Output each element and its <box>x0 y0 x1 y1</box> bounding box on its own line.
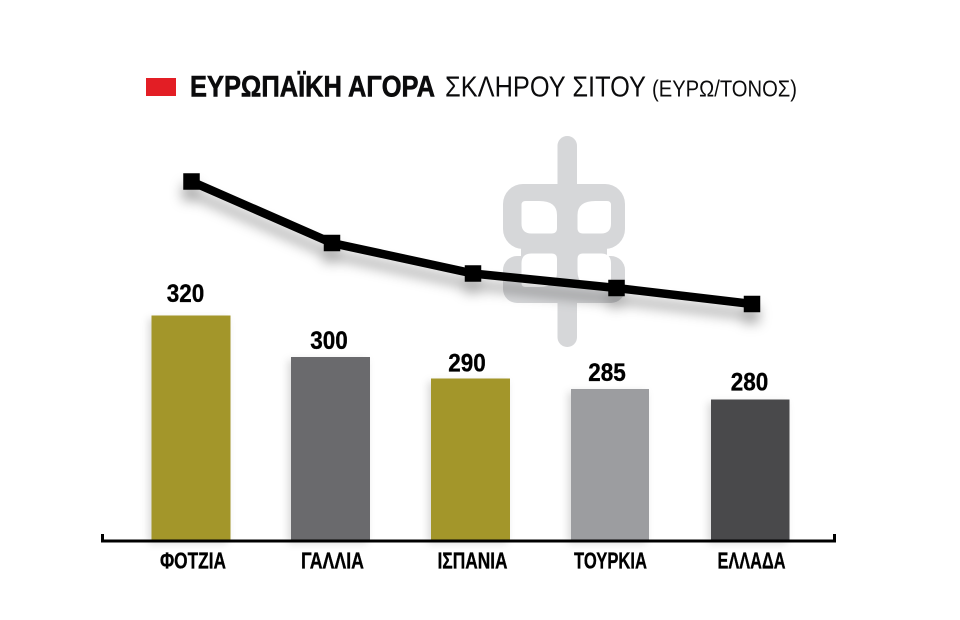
svg-text:ΤΟΥΡΚΙΑ: ΤΟΥΡΚΙΑ <box>574 548 647 574</box>
svg-text:ΣΚΛΗΡΟΥ ΣΙΤΟΥ: ΣΚΛΗΡΟΥ ΣΙΤΟΥ <box>445 72 646 104</box>
svg-text:ΓΑΛΛΙΑ: ΓΑΛΛΙΑ <box>301 548 364 574</box>
svg-text:ΕΥΡΩΠΑΪΚΗ ΑΓΟΡΑ: ΕΥΡΩΠΑΪΚΗ ΑΓΟΡΑ <box>190 71 435 104</box>
svg-text:285: 285 <box>588 359 626 387</box>
svg-text:ΕΛΛΑΔΑ: ΕΛΛΑΔΑ <box>718 548 786 574</box>
svg-text:280: 280 <box>731 369 769 397</box>
svg-text:300: 300 <box>310 327 348 355</box>
svg-text:320: 320 <box>167 280 205 308</box>
svg-text:ΦΟΤΖΙΑ: ΦΟΤΖΙΑ <box>160 548 226 574</box>
svg-text:(ΕΥΡΩ/ΤΟΝΟΣ): (ΕΥΡΩ/ΤΟΝΟΣ) <box>652 76 797 102</box>
svg-text:290: 290 <box>448 350 486 378</box>
svg-text:ΙΣΠΑΝΙΑ: ΙΣΠΑΝΙΑ <box>438 548 508 574</box>
